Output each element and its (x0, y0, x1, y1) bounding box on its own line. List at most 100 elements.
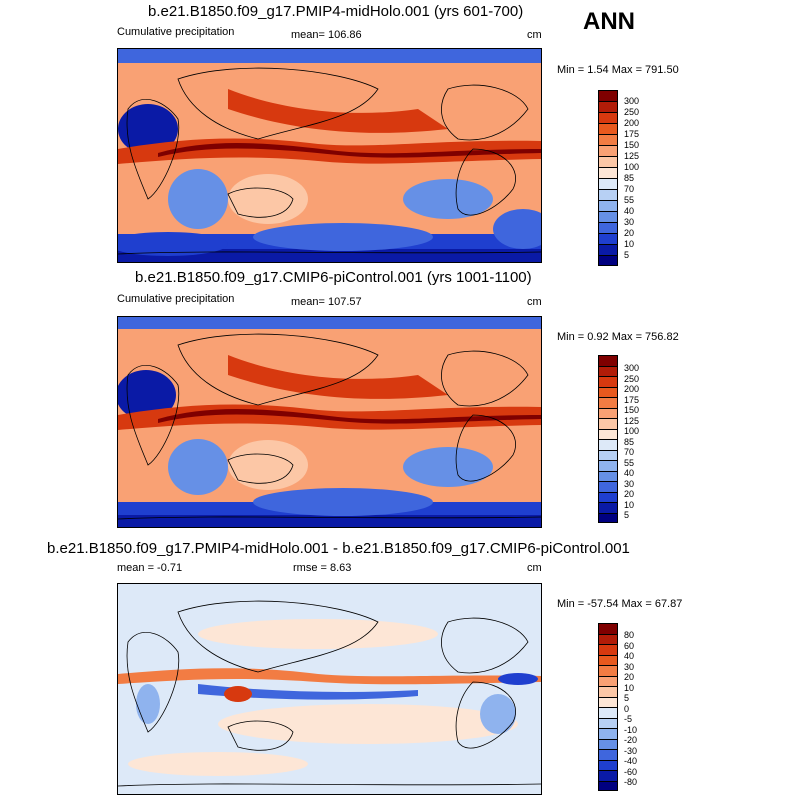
amazon-negative (480, 694, 516, 734)
cbar-tick-label: 85 (624, 173, 635, 183)
cbar-box (598, 145, 618, 156)
cbar-box (598, 418, 618, 429)
se-pacific-dry (253, 223, 433, 251)
cbar-tick-label: 10 (624, 499, 635, 510)
cbar-box (598, 233, 618, 244)
cbar-tick-label: 5 (624, 510, 630, 520)
itcz-positive (118, 668, 541, 685)
sa-dry (493, 209, 541, 249)
cbar-box (598, 759, 618, 770)
cbar-box (598, 355, 618, 366)
south-dry (118, 232, 228, 256)
cbar-tick-label: 40 (624, 468, 635, 478)
panel1-map (117, 48, 542, 263)
cbar-box (598, 407, 618, 418)
australia (228, 174, 308, 224)
storm-track (228, 89, 448, 133)
panel2-mean: mean= 107.57 (291, 296, 362, 308)
maritime-positive (224, 686, 252, 702)
cbar-tick-label: 5 (624, 250, 630, 260)
cbar-tick-label: -40 (624, 756, 638, 766)
panel2-colorbar (598, 355, 618, 523)
cbar-tick-label: -60 (624, 766, 638, 777)
panel2-variable-label: Cumulative precipitation (117, 293, 235, 305)
cbar-tick-label: -80 (624, 777, 638, 787)
cbar-tick-label: 55 (624, 195, 635, 205)
cbar-tick-label: 85 (624, 436, 635, 447)
cbar-box (598, 707, 618, 718)
panel1-units: cm (527, 29, 542, 41)
sahara-dry (118, 104, 178, 154)
cbar-tick-label: 100 (624, 162, 640, 172)
cbar-box (598, 623, 618, 634)
cbar-box (598, 460, 618, 471)
panel3-map (117, 583, 542, 795)
cbar-box (598, 167, 618, 178)
cbar-box (598, 686, 618, 697)
cbar-box (598, 449, 618, 460)
cbar-tick-label: 60 (624, 640, 635, 651)
polar-dry-band (118, 49, 541, 63)
cbar-tick-label: 200 (624, 384, 640, 394)
cbar-tick-label: 200 (624, 118, 640, 128)
panel3-minmax: Min = -57.54 Max = 67.87 (557, 598, 683, 610)
antarctic-band (118, 515, 541, 527)
cbar-tick-label: 40 (624, 206, 635, 216)
itcz-core (158, 409, 541, 424)
cbar-box (598, 665, 618, 676)
panel3-mean: mean = -0.71 (117, 562, 183, 574)
sh-positive (218, 704, 518, 744)
cbar-tick-label: 5 (624, 693, 630, 703)
cbar-box (598, 512, 618, 523)
cbar-box (598, 738, 618, 749)
cbar-box (598, 386, 618, 397)
cbar-box (598, 633, 618, 644)
south-positive (128, 752, 308, 776)
itcz-negative (198, 684, 418, 700)
cbar-tick-label: 100 (624, 426, 640, 436)
nh-positive (198, 619, 438, 649)
cbar-box (598, 439, 618, 450)
cbar-tick-label: 80 (624, 630, 635, 640)
cbar-box (598, 770, 618, 781)
cbar-tick-label: 250 (624, 373, 640, 384)
cbar-tick-label: 150 (624, 140, 640, 150)
cbar-tick-label: 10 (624, 682, 635, 693)
cbar-box (598, 244, 618, 255)
se-pacific (403, 179, 493, 219)
cbar-tick-label: -30 (624, 745, 638, 756)
polar-dry-band (118, 317, 541, 329)
cbar-tick-label: 150 (624, 405, 640, 415)
cbar-tick-label: 30 (624, 478, 635, 489)
cbar-tick-label: 30 (624, 217, 635, 227)
cbar-box (598, 222, 618, 233)
cbar-box (598, 365, 618, 376)
panel2-minmax: Min = 0.92 Max = 756.82 (557, 331, 679, 343)
cbar-tick-label: 55 (624, 457, 635, 468)
panel3-title: b.e21.B1850.f09_g17.PMIP4-midHolo.001 - … (47, 540, 630, 557)
cbar-tick-label: 250 (624, 107, 640, 117)
coastlines (118, 333, 541, 520)
cbar-box (598, 654, 618, 665)
cbar-box (598, 470, 618, 481)
itcz-core (158, 143, 541, 158)
panel1-variable-label: Cumulative precipitation (117, 26, 235, 38)
africa-negative (136, 684, 160, 724)
cbar-tick-label: 300 (624, 96, 640, 106)
panel1-minmax: Min = 1.54 Max = 791.50 (557, 64, 679, 76)
cbar-tick-label: 70 (624, 184, 635, 194)
cbar-tick-label: -20 (624, 735, 638, 745)
cbar-tick-label: -5 (624, 714, 633, 724)
cbar-tick-label: 125 (624, 415, 640, 426)
cbar-box (598, 502, 618, 513)
cbar-box (598, 156, 618, 167)
cbar-box (598, 178, 618, 189)
cbar-tick-label: 20 (624, 489, 635, 499)
cbar-box (598, 123, 618, 134)
season-label: ANN (583, 8, 635, 35)
cbar-tick-label: -10 (624, 724, 638, 735)
cbar-box (598, 397, 618, 408)
cbar-box (598, 481, 618, 492)
cbar-tick-label: 0 (624, 703, 630, 714)
cbar-box (598, 491, 618, 502)
